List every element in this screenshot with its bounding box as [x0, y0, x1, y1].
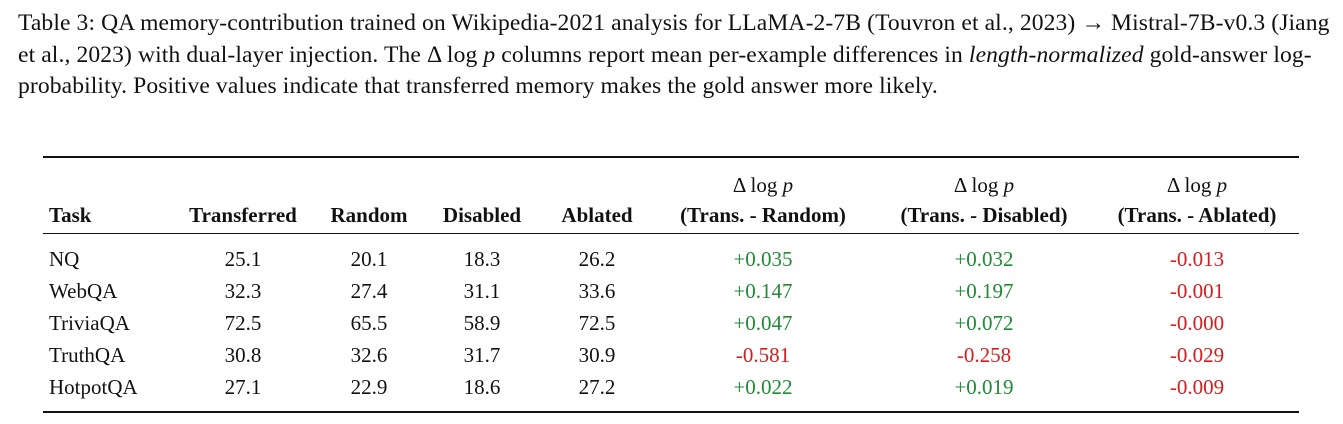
- cell-delta-disabled: +0.019: [873, 371, 1095, 413]
- results-table-container: Δ log p Δ log p Δ log p Task Transferred…: [43, 156, 1299, 413]
- cell-delta-ablated: -0.001: [1169, 278, 1225, 303]
- table-row: TriviaQA 72.5 65.5 58.9 72.5 +0.047 +0.0…: [43, 307, 1299, 339]
- table-row: WebQA 32.3 27.4 31.1 33.6 +0.147 +0.197 …: [43, 275, 1299, 307]
- cell-disabled: 18.6: [423, 371, 541, 413]
- table-caption: Table 3: QA memory-contribution trained …: [18, 8, 1330, 103]
- header-empty-5: [541, 156, 653, 198]
- header-delta-ablated: (Trans. - Ablated): [1095, 198, 1299, 234]
- cell-task: NQ: [49, 246, 80, 271]
- delta-symbol: Δ log: [732, 173, 783, 197]
- cell-delta-random: +0.047: [733, 310, 793, 335]
- caption-text-2: columns report mean per-example differen…: [495, 41, 969, 68]
- header-row-top: Δ log p Δ log p Δ log p: [43, 156, 1299, 198]
- cell-random: 22.9: [315, 371, 423, 413]
- header-empty-2: [171, 156, 315, 198]
- header-empty-4: [423, 156, 541, 198]
- header-disabled: Disabled: [423, 198, 541, 234]
- header-empty-1: [43, 156, 171, 198]
- cell-ablated: 33.6: [578, 278, 616, 303]
- cell-delta-random: +0.022: [653, 371, 873, 413]
- cell-ablated: 72.5: [578, 310, 616, 335]
- table-row: TruthQA 30.8 32.6 31.7 30.9 -0.581 -0.25…: [43, 339, 1299, 371]
- cell-delta-ablated: -0.009: [1095, 371, 1299, 413]
- cell-task: TriviaQA: [49, 310, 130, 335]
- header-row: Task Transferred Random Disabled Ablated…: [43, 198, 1299, 234]
- cell-delta-random: -0.581: [735, 342, 791, 367]
- cell-delta-ablated: -0.013: [1169, 246, 1225, 271]
- cell-delta-disabled: -0.258: [956, 342, 1012, 367]
- table-row: NQ 25.1 20.1 18.3 26.2 +0.035 +0.032 -0.…: [43, 234, 1299, 276]
- caption-text-1: Table 3: QA memory-contribution trained …: [18, 10, 1330, 68]
- cell-random: 20.1: [350, 246, 388, 271]
- cell-task: WebQA: [49, 278, 118, 303]
- cell-delta-ablated: -0.029: [1169, 342, 1225, 367]
- header-transferred: Transferred: [171, 198, 315, 234]
- header-delta-ablated-top: Δ log p: [1095, 156, 1299, 198]
- cell-transferred: 25.1: [224, 246, 262, 271]
- cell-delta-ablated: -0.000: [1169, 310, 1225, 335]
- caption-text-3: gold-answer log-probability. Positive va…: [18, 41, 1312, 100]
- table-row: HotpotQA 27.1 22.9 18.6 27.2 +0.022 +0.0…: [43, 371, 1299, 413]
- header-ablated: Ablated: [541, 198, 653, 234]
- cell-transferred: 30.8: [224, 342, 262, 367]
- delta-symbol: Δ log: [953, 173, 1004, 197]
- header-delta-random-top: Δ log p: [653, 156, 873, 198]
- cell-disabled: 18.3: [463, 246, 501, 271]
- header-empty-3: [315, 156, 423, 198]
- cell-transferred: 27.1: [171, 371, 315, 413]
- cell-random: 65.5: [350, 310, 388, 335]
- cell-transferred: 32.3: [224, 278, 262, 303]
- cell-delta-random: +0.147: [733, 278, 793, 303]
- results-table: Δ log p Δ log p Δ log p Task Transferred…: [43, 156, 1299, 413]
- cell-disabled: 31.1: [463, 278, 501, 303]
- cell-transferred: 72.5: [224, 310, 262, 335]
- cell-ablated: 30.9: [578, 342, 616, 367]
- cell-task: HotpotQA: [43, 371, 171, 413]
- header-delta-random: (Trans. - Random): [653, 198, 873, 234]
- cell-delta-disabled: +0.197: [954, 278, 1014, 303]
- delta-var: p: [1003, 173, 1015, 197]
- delta-symbol: Δ log: [1166, 173, 1217, 197]
- cell-delta-random: +0.035: [733, 246, 793, 271]
- header-delta-disabled-top: Δ log p: [873, 156, 1095, 198]
- delta-var: p: [782, 173, 794, 197]
- caption-var-p: p: [483, 41, 496, 68]
- cell-random: 27.4: [350, 278, 388, 303]
- caption-emphasis: length-normalized: [968, 41, 1144, 68]
- header-random: Random: [315, 198, 423, 234]
- cell-disabled: 58.9: [463, 310, 501, 335]
- header-task: Task: [43, 198, 171, 234]
- cell-delta-disabled: +0.072: [954, 310, 1014, 335]
- cell-delta-disabled: +0.032: [954, 246, 1014, 271]
- delta-var: p: [1216, 173, 1228, 197]
- cell-task: TruthQA: [49, 342, 126, 367]
- cell-ablated: 27.2: [541, 371, 653, 413]
- header-delta-disabled: (Trans. - Disabled): [873, 198, 1095, 234]
- cell-disabled: 31.7: [463, 342, 501, 367]
- cell-ablated: 26.2: [578, 246, 616, 271]
- cell-random: 32.6: [350, 342, 388, 367]
